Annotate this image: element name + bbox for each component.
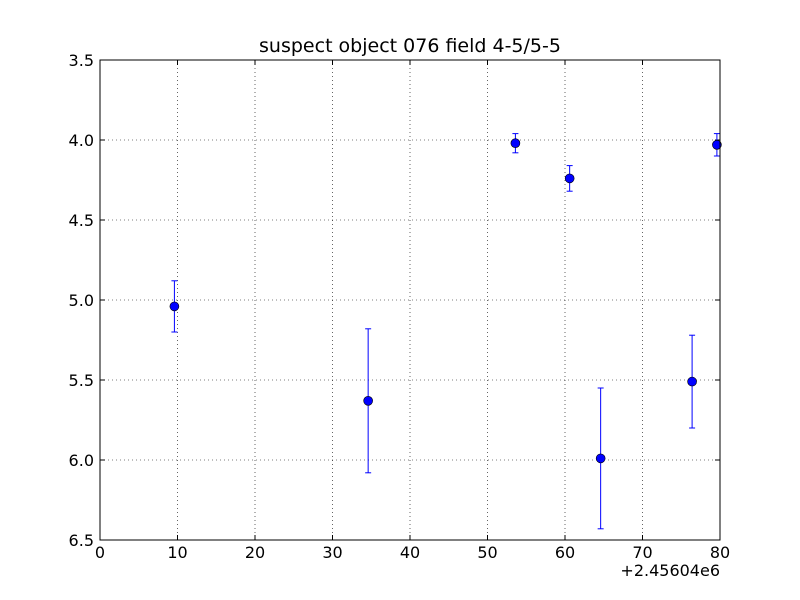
- y-tick-label: 5.0: [69, 291, 94, 310]
- data-point: [687, 376, 697, 387]
- x-tick-label: 60: [555, 543, 575, 562]
- data-point: [712, 140, 722, 150]
- axis-labels: 0 10 20 30 40 50 60 70 80 3.5 4.0 4.5 5.0 5.5 6.0 6.5: [69, 51, 731, 562]
- x-offset-label: +2.45604e6: [620, 561, 720, 580]
- x-tick-label: 50: [477, 543, 497, 562]
- y-tick-label: 4.0: [69, 131, 94, 150]
- data-point: [510, 138, 521, 148]
- plot-frame: [99, 59, 721, 541]
- chart-title: suspect object 076 field 4-5/5-5: [259, 35, 561, 57]
- x-tick-label: 0: [95, 543, 105, 562]
- data-point: [363, 395, 373, 406]
- y-tick-label: 6.0: [69, 451, 94, 470]
- grid: [100, 60, 720, 540]
- data-point: [595, 453, 606, 464]
- x-tick-label: 80: [710, 543, 730, 562]
- y-tick-label: 5.5: [69, 371, 94, 390]
- x-tick-label: 30: [322, 543, 342, 562]
- x-tick-label: 10: [167, 543, 187, 562]
- x-tick-label: 40: [400, 543, 420, 562]
- y-tick-label: 6.5: [69, 531, 94, 550]
- data-point: [564, 173, 575, 184]
- data-point: [169, 301, 180, 312]
- x-tick-label: 70: [632, 543, 652, 562]
- y-tick-label: 3.5: [69, 51, 94, 70]
- y-tick-label: 4.5: [69, 211, 94, 230]
- data-series: [169, 133, 722, 530]
- x-tick-label: 20: [245, 543, 265, 562]
